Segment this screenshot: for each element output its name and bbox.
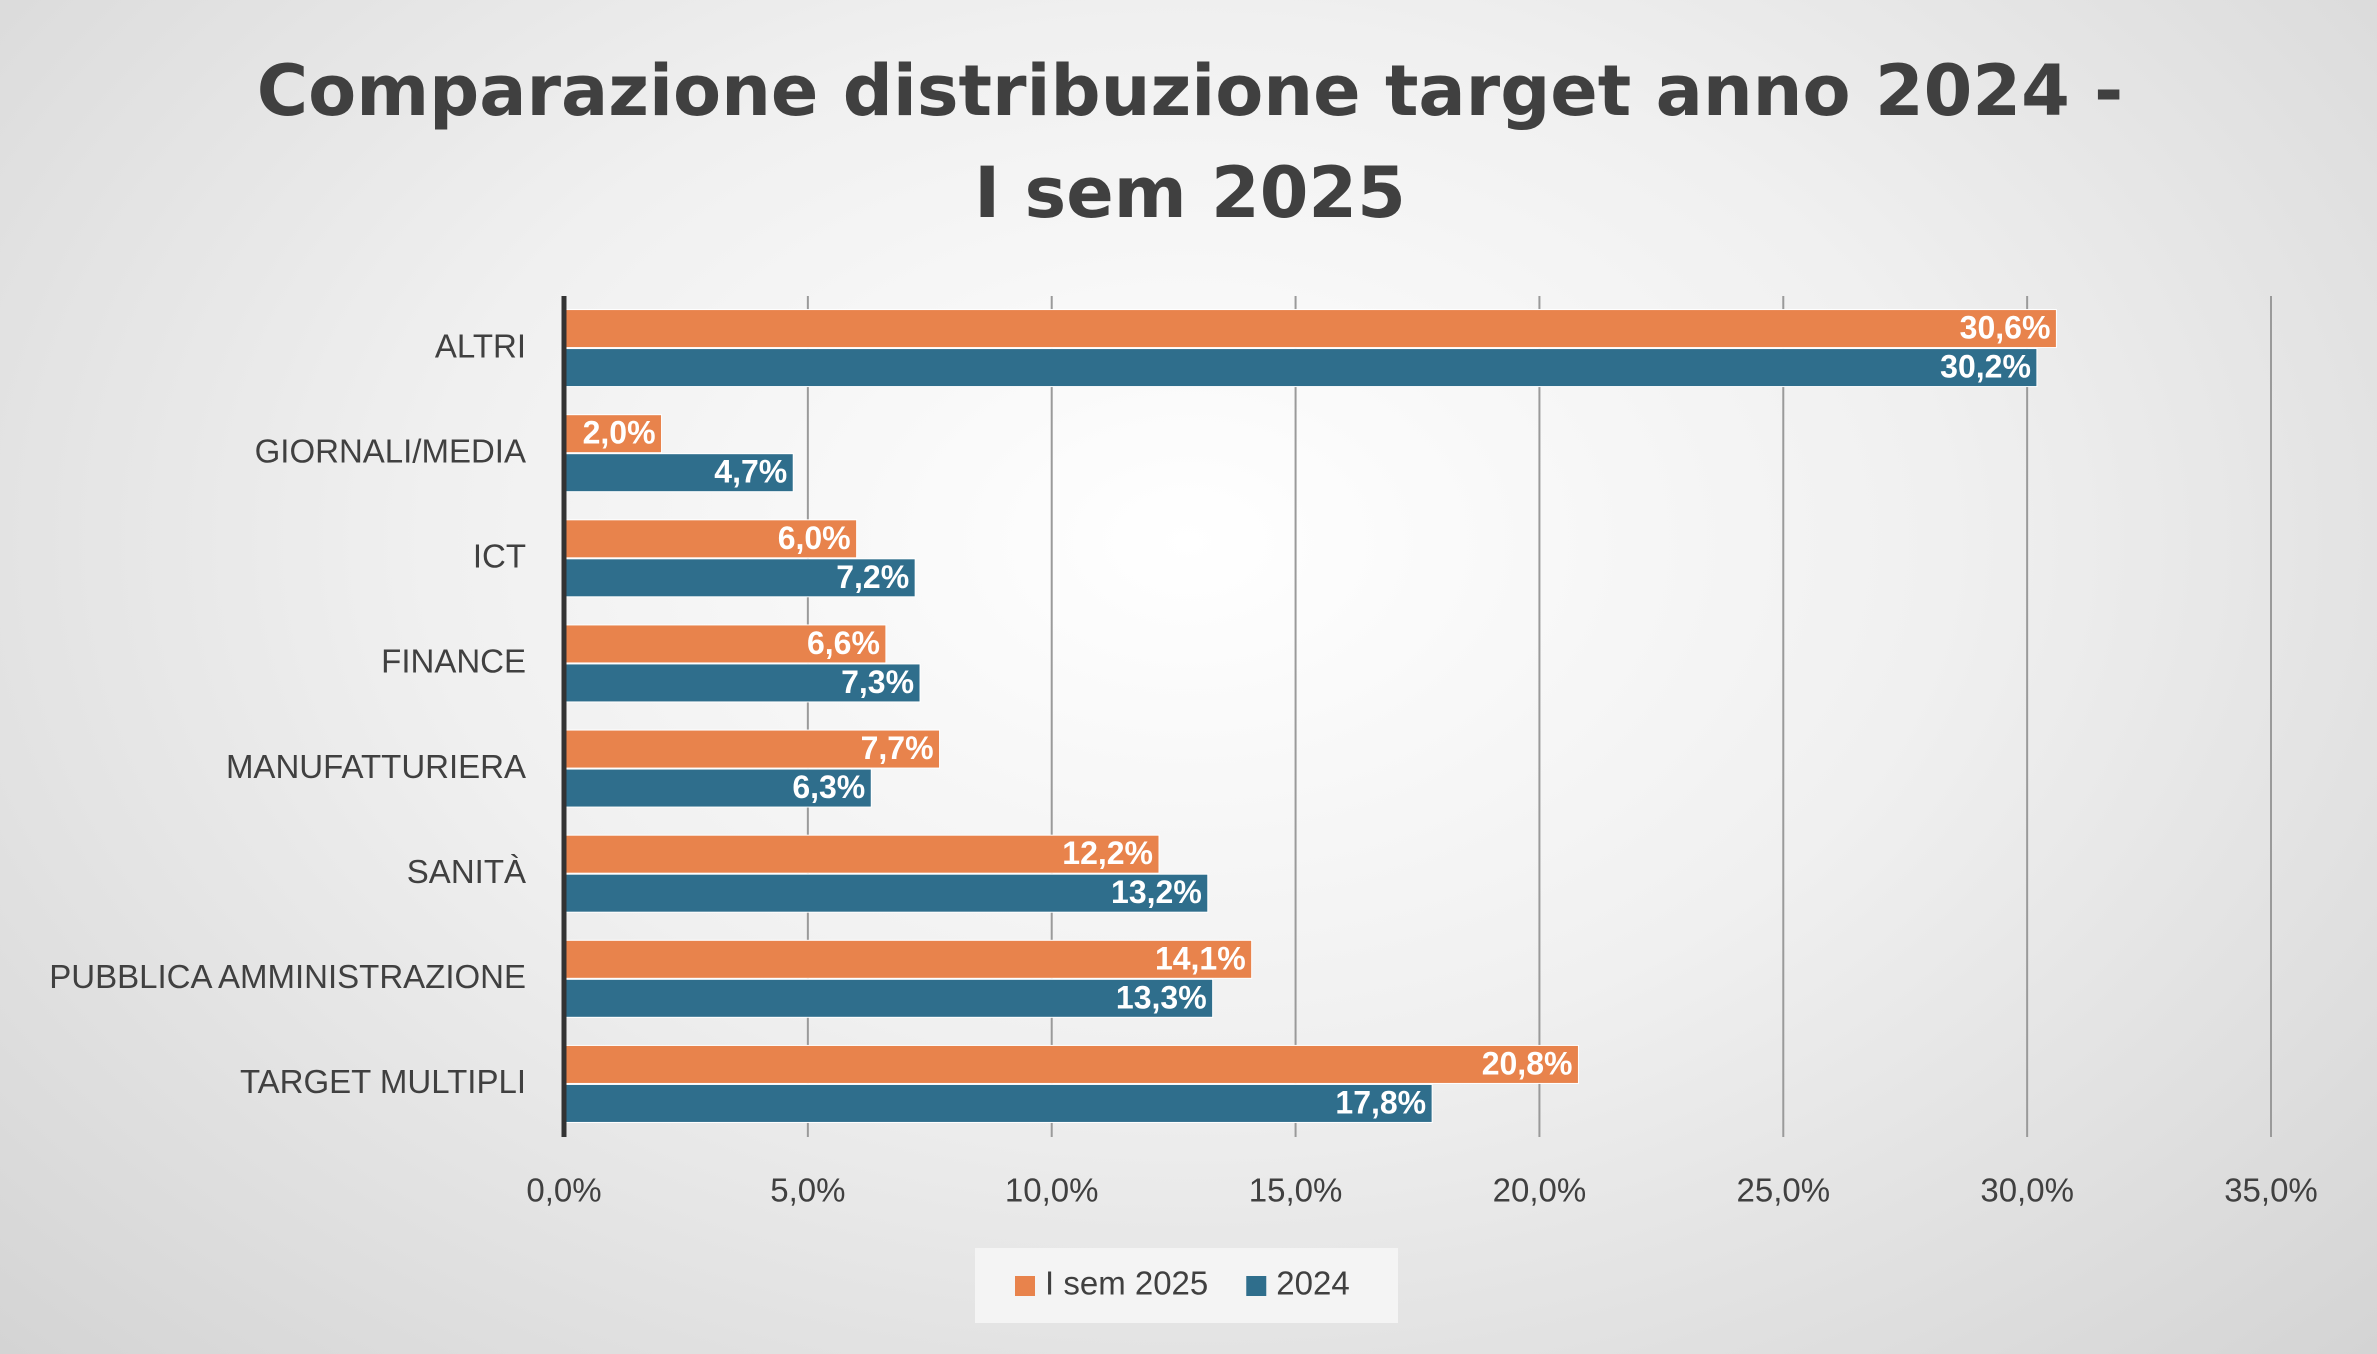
y-tick-label: TARGET MULTIPLI <box>240 1063 526 1100</box>
bar <box>563 1083 1433 1123</box>
bar <box>563 309 2057 349</box>
value-label: 7,7% <box>861 730 934 766</box>
bar <box>563 348 2038 388</box>
x-tick-label: 30,0% <box>1980 1172 2074 1209</box>
bar <box>563 978 1214 1018</box>
bar <box>563 1044 1579 1084</box>
chart-title: Comparazione distribuzione target anno 2… <box>256 50 2124 234</box>
legend-swatch <box>1015 1276 1035 1296</box>
x-tick-label: 10,0% <box>1005 1172 1099 1209</box>
x-tick-label: 0,0% <box>526 1172 601 1209</box>
bar <box>563 768 872 808</box>
legend-label: I sem 2025 <box>1045 1265 1208 1302</box>
value-label: 2,0% <box>583 415 656 451</box>
x-tick-label: 35,0% <box>2224 1172 2318 1209</box>
value-label: 17,8% <box>1335 1084 1426 1120</box>
bar <box>563 729 941 769</box>
bar <box>563 414 663 454</box>
y-tick-label: PUBBLICA AMMINISTRAZIONE <box>49 958 526 995</box>
y-tick-label: ICT <box>473 538 526 575</box>
bar <box>563 834 1160 874</box>
value-label: 6,0% <box>778 520 851 556</box>
value-label: 6,6% <box>807 625 880 661</box>
bar <box>563 453 794 493</box>
value-label: 6,3% <box>792 769 865 805</box>
x-tick-label: 5,0% <box>770 1172 845 1209</box>
legend-swatch <box>1246 1276 1267 1296</box>
x-tick-label: 15,0% <box>1249 1172 1343 1209</box>
x-tick-label: 25,0% <box>1736 1172 1830 1209</box>
bar <box>563 519 858 559</box>
y-tick-label: ALTRI <box>435 327 526 364</box>
value-label: 14,1% <box>1155 940 1246 976</box>
y-tick-label: SANITÀ <box>407 853 526 890</box>
legend-label: 2024 <box>1276 1265 1349 1302</box>
value-label: 7,3% <box>841 664 914 700</box>
value-label: 30,2% <box>1940 349 2031 385</box>
value-label: 12,2% <box>1062 835 1153 871</box>
bar <box>563 939 1253 979</box>
bar <box>563 558 916 598</box>
legend-box <box>975 1248 1398 1323</box>
value-label: 13,3% <box>1116 979 1207 1015</box>
value-label: 4,7% <box>714 454 787 490</box>
value-label: 30,6% <box>1960 310 2051 346</box>
value-label: 13,2% <box>1111 874 1202 910</box>
value-label: 7,2% <box>836 559 909 595</box>
bar <box>563 873 1209 913</box>
value-label: 20,8% <box>1482 1045 1573 1081</box>
y-tick-label: MANUFATTURIERA <box>226 748 526 785</box>
y-tick-label: FINANCE <box>381 643 526 680</box>
x-tick-label: 20,0% <box>1493 1172 1587 1209</box>
y-tick-label: GIORNALI/MEDIA <box>255 432 526 469</box>
